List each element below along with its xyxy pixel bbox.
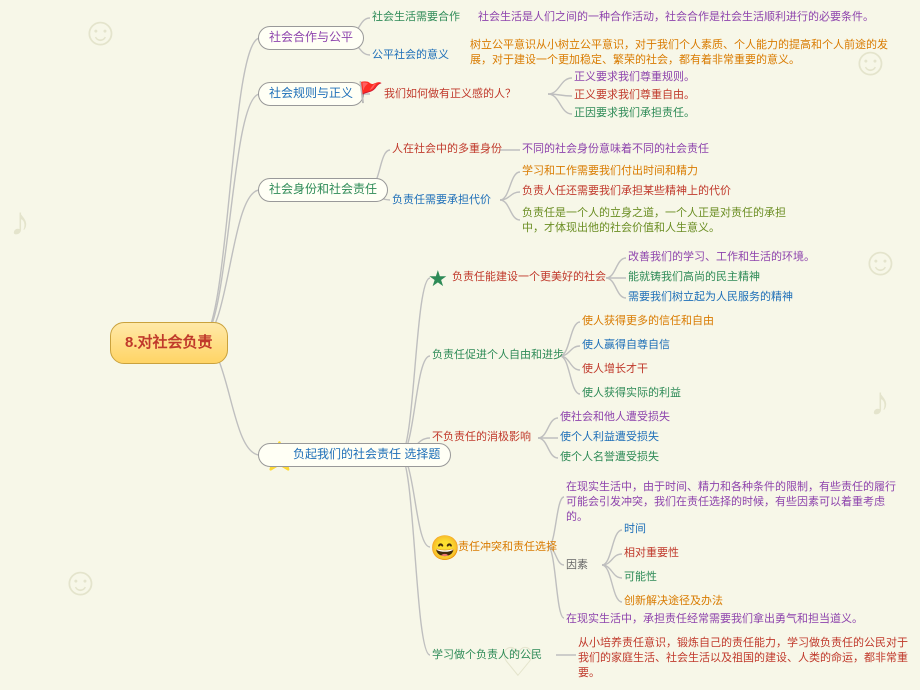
- topic-b3[interactable]: 社会身份和社会责任: [258, 178, 388, 202]
- leaf-b4c2: 使个人利益遭受损失: [560, 430, 659, 445]
- leaf-b4b4: 使人获得实际的利益: [582, 386, 681, 401]
- leaf-b3a-text: 不同的社会身份意味着不同的社会责任: [522, 142, 709, 157]
- doodle: ♡: [500, 640, 536, 686]
- topic-b4[interactable]: 负起我们的社会责任 选择题: [258, 443, 451, 467]
- star-green-icon: ★: [428, 266, 448, 292]
- leaf-b1a[interactable]: 社会生活需要合作: [372, 10, 460, 25]
- leaf-b4c[interactable]: 不负责任的消极影响: [432, 430, 531, 445]
- leaf-b1b-text: 树立公平意识从小树立公平意识，对于我们个人素质、个人能力的提高和个人前途的发展，…: [470, 38, 900, 68]
- leaf-b3b[interactable]: 负责任需要承担代价: [392, 193, 491, 208]
- leaf-b4b3: 使人增长才干: [582, 362, 648, 377]
- leaf-b4a[interactable]: 负责任能建设一个更美好的社会: [452, 270, 606, 285]
- leaf-b2a2: 正义要求我们尊重自由。: [574, 88, 695, 103]
- leaf-b3b2: 负责人任还需要我们承担某些精神上的代价: [522, 184, 731, 199]
- leaf-b4d-factors[interactable]: 因素: [566, 558, 588, 573]
- leaf-b4d-f3: 可能性: [624, 570, 657, 585]
- leaf-b2a3: 正因要求我们承担责任。: [574, 106, 695, 121]
- leaf-b4d-text: 在现实生活中，由于时间、精力和各种条件的限制，有些责任的履行可能会引发冲突，我们…: [566, 480, 906, 525]
- topic-b2[interactable]: 社会规则与正义: [258, 82, 364, 106]
- leaf-b4d-text2: 在现实生活中，承担责任经常需要我们拿出勇气和担当道义。: [566, 612, 906, 627]
- leaf-b2a1: 正义要求我们尊重规则。: [574, 70, 695, 85]
- leaf-b4a3: 需要我们树立起为人民服务的精神: [628, 290, 793, 305]
- leaf-b4a1: 改善我们的学习、工作和生活的环境。: [628, 250, 815, 265]
- leaf-b1b[interactable]: 公平社会的意义: [372, 48, 449, 63]
- leaf-b4b2: 使人赢得自尊自信: [582, 338, 670, 353]
- leaf-b4e-text: 从小培养责任意识，锻炼自己的责任能力，学习做负责任的公民对于我们的家庭生活、社会…: [578, 636, 908, 681]
- leaf-b4c3: 使个人名誉遭受损失: [560, 450, 659, 465]
- leaf-b4d-f4: 创新解决途径及办法: [624, 594, 723, 609]
- leaf-b4e[interactable]: 学习做个负责人的公民: [432, 648, 542, 663]
- leaf-b4d-f1: 时间: [624, 522, 646, 537]
- root-topic[interactable]: 8.对社会负责: [110, 322, 228, 364]
- leaf-b4d-f2: 相对重要性: [624, 546, 679, 561]
- leaf-b2a[interactable]: 我们如何做有正义感的人？: [384, 87, 516, 102]
- leaf-b4b[interactable]: 负责任促进个人自由和进步: [432, 348, 564, 363]
- leaf-b3b3: 负责任是一个人的立身之道，一个人正是对责任的承担中，才体现出他的社会价值和人生意…: [522, 206, 802, 236]
- doodle: ☺: [60, 560, 101, 605]
- flag-icon: 🚩: [358, 80, 383, 105]
- doodle: ☺: [860, 240, 901, 285]
- doodle: ☺: [80, 10, 121, 55]
- doodle: ♪: [10, 200, 30, 245]
- leaf-b4c1: 使社会和他人遭受损失: [560, 410, 670, 425]
- doodle: ♪: [870, 380, 890, 425]
- leaf-b4b1: 使人获得更多的信任和自由: [582, 314, 714, 329]
- laugh-icon: 😄: [430, 534, 460, 563]
- leaf-b4a2: 能就铸我们高尚的民主精神: [628, 270, 760, 285]
- leaf-b1a-text: 社会生活是人们之间的一种合作活动，社会合作是社会生活顺利进行的必要条件。: [478, 10, 908, 25]
- leaf-b4d[interactable]: 责任冲突和责任选择: [458, 540, 557, 555]
- topic-b1[interactable]: 社会合作与公平: [258, 26, 364, 50]
- leaf-b3b1: 学习和工作需要我们付出时间和精力: [522, 164, 698, 179]
- leaf-b3a[interactable]: 人在社会中的多重身份: [392, 142, 502, 157]
